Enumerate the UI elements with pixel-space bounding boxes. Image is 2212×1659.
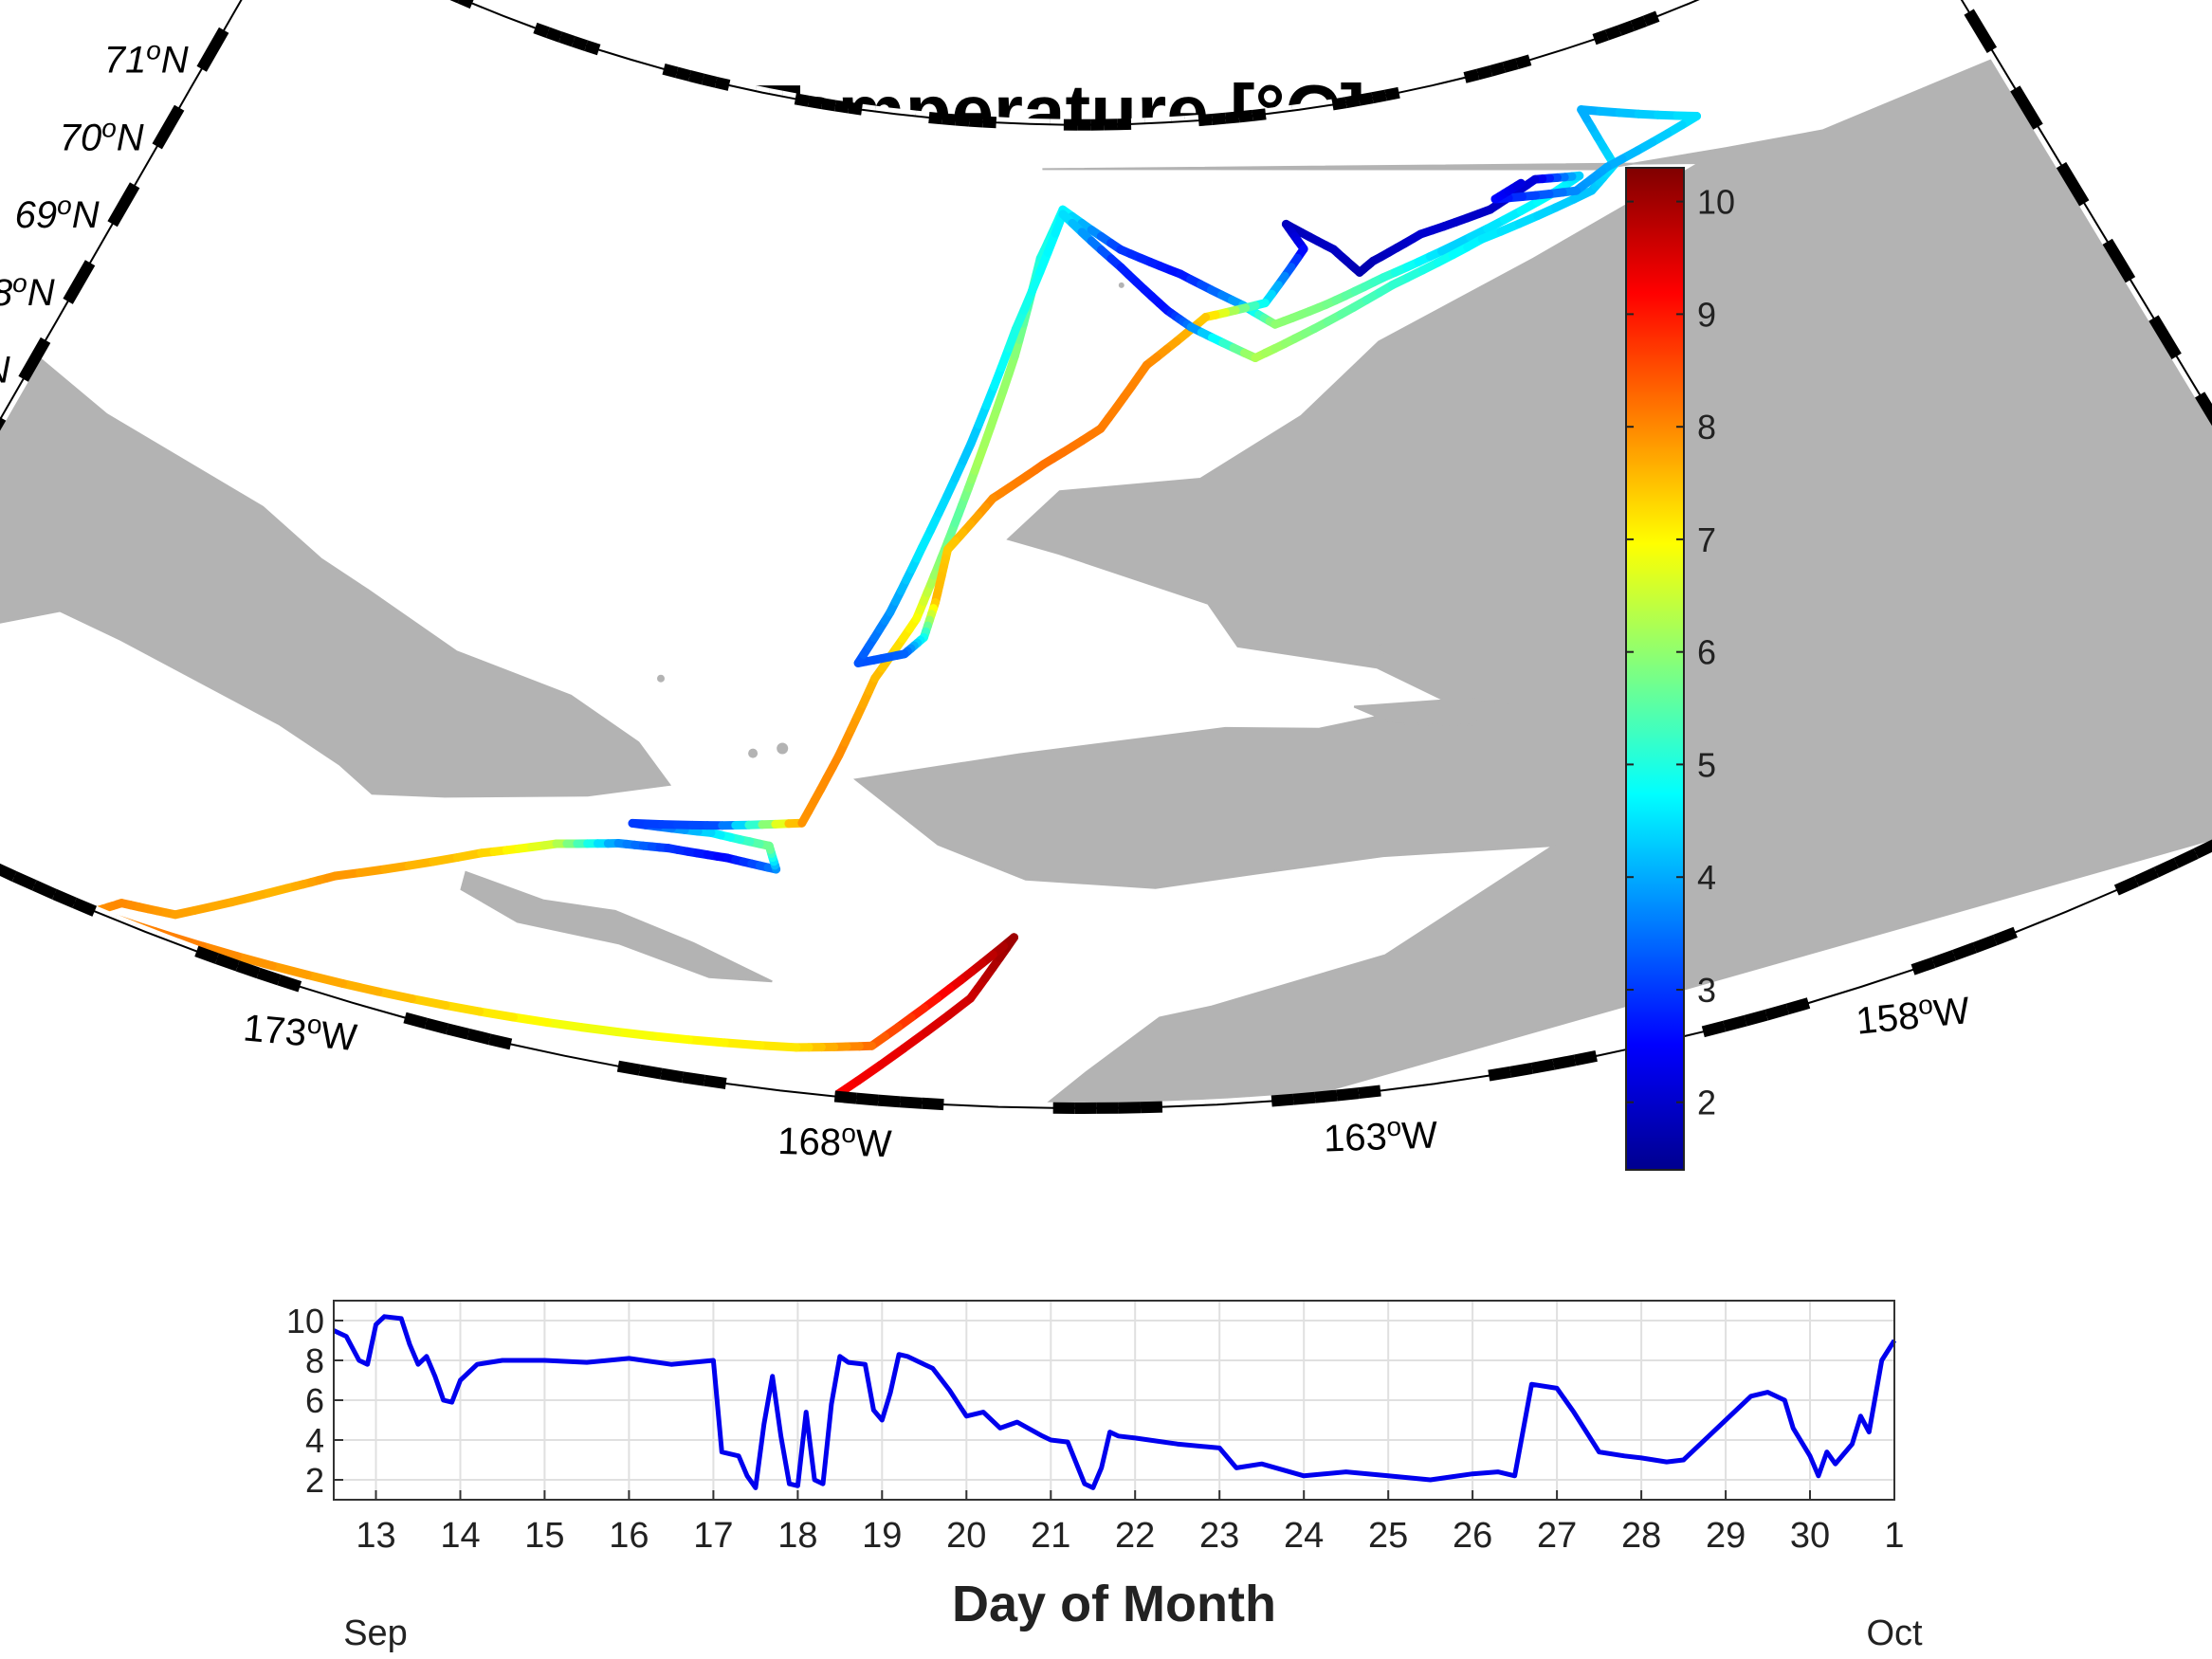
timeseries-end-month: Oct: [1866, 1613, 1923, 1653]
colorbar: 2 3 4 5 6 7 8 9 10: [1625, 167, 1735, 1171]
land-seward-north: [1353, 697, 1518, 726]
track-segment: [542, 1018, 586, 1032]
track-segment: [232, 952, 277, 971]
x-tick-label: 1: [1884, 1516, 1904, 1556]
track-segment: [922, 1011, 953, 1036]
track-segment: [338, 979, 383, 996]
colorbar-tick-label: 5: [1697, 745, 1716, 784]
colorbar-tick-label: 7: [1697, 520, 1716, 559]
track-segment: [1512, 178, 1526, 191]
y-tick-label: 8: [305, 1341, 324, 1380]
colorbar-tick-label: 10: [1697, 183, 1735, 222]
x-tick-label: 27: [1537, 1516, 1577, 1556]
track-segment: [756, 1041, 801, 1052]
x-tick-label: 29: [1706, 1516, 1746, 1556]
timeseries-panel: 13 14 15 16 17 18 19 20 21 22 23 24 25 26 27 28 29 30 1 24…: [286, 1300, 1923, 1653]
timeseries-xlabel: Day of Month: [952, 1576, 1276, 1632]
land-islet: [777, 742, 789, 755]
latitude-label: 68oN: [0, 268, 55, 314]
track-segment: [684, 1035, 729, 1048]
x-tick-label: 13: [356, 1516, 395, 1556]
land-islet: [1379, 644, 1389, 654]
map-area: [0, 0, 2212, 1114]
longitude-label: 163oW: [1323, 1110, 1438, 1159]
track-segment: [197, 941, 242, 961]
track-segment: [509, 1012, 552, 1028]
timeseries-x-ticks: 13 14 15 16 17 18 19 20 21 22 23 24 25 26 27 28 29 30 1: [356, 1490, 1905, 1556]
track-segment: [267, 961, 312, 979]
land-st-lawrence-island: [460, 870, 773, 983]
timeseries-line: [332, 1314, 1897, 1490]
y-tick-label: 10: [286, 1302, 324, 1340]
x-tick-label: 22: [1115, 1516, 1155, 1556]
track-segment: [720, 1038, 765, 1050]
x-tick-label: 17: [693, 1516, 733, 1556]
track-segment: [576, 1023, 622, 1036]
map-frame: [0, 0, 2212, 1114]
x-tick-label: 24: [1284, 1516, 1324, 1556]
land-islet: [657, 674, 665, 683]
colorbar-tick-label: 8: [1697, 408, 1716, 447]
y-tick-label: 4: [305, 1421, 324, 1460]
track-segment: [876, 1044, 908, 1069]
track-segment: [943, 994, 975, 1020]
track-segment: [302, 970, 347, 988]
colorbar-tick-label: 3: [1697, 971, 1716, 1010]
latitude-label: 70oN: [60, 113, 144, 158]
latitude-labels: 62oN63oN64oN65oN66oN67oN68oN69oN70oN71oN…: [0, 0, 233, 392]
track-segment: [612, 1028, 658, 1041]
longitude-label: 158oW: [1854, 986, 1972, 1043]
x-tick-label: 14: [440, 1516, 480, 1556]
x-tick-label: 16: [609, 1516, 649, 1556]
x-tick-label: 25: [1368, 1516, 1408, 1556]
track-segment: [374, 987, 416, 1003]
x-tick-label: 20: [946, 1516, 986, 1556]
colorbar-tick-label: 6: [1697, 633, 1716, 672]
colorbar-ticks: 2 3 4 5 6 7 8 9 10: [1626, 183, 1735, 1122]
x-tick-label: 15: [524, 1516, 564, 1556]
latitude-label: 69oN: [15, 191, 100, 236]
latitude-label: 72oN: [149, 0, 233, 4]
y-tick-label: 6: [305, 1381, 324, 1420]
land-islet: [1118, 282, 1124, 288]
track-segment: [441, 1001, 484, 1016]
longitude-label: 168oW: [777, 1117, 893, 1165]
x-tick-label: 26: [1453, 1516, 1492, 1556]
land-islet: [748, 748, 759, 758]
colorbar-tick-label: 9: [1697, 295, 1716, 334]
track-segment: [853, 1060, 886, 1085]
x-tick-label: 23: [1199, 1516, 1239, 1556]
track-segment: [649, 1031, 693, 1045]
x-tick-label: 30: [1790, 1516, 1830, 1556]
ship-track: [90, 105, 1701, 1101]
x-tick-label: 28: [1621, 1516, 1661, 1556]
track-segment: [899, 1028, 931, 1053]
track-segment: [407, 994, 450, 1010]
map-panel: Temperature [°C] 62oN63oN64oN65oN66oN67o…: [0, 0, 2212, 1165]
colorbar-tick-label: 4: [1697, 858, 1716, 897]
colorbar-gradient: [1625, 167, 1685, 1171]
latitude-label: 67oN: [0, 346, 10, 392]
longitude-label: 173oW: [242, 1003, 359, 1059]
x-tick-label: 18: [777, 1516, 817, 1556]
track-segment: [475, 1007, 518, 1022]
x-tick-label: 21: [1031, 1516, 1070, 1556]
y-tick-label: 2: [305, 1461, 324, 1500]
colorbar-tick-label: 2: [1697, 1084, 1716, 1122]
timeseries-start-month: Sep: [343, 1613, 408, 1653]
latitude-label: 71oN: [104, 36, 189, 82]
frame-border-inner: [0, 0, 2212, 1109]
x-tick-label: 19: [862, 1516, 902, 1556]
land-chukotka: [0, 354, 672, 806]
